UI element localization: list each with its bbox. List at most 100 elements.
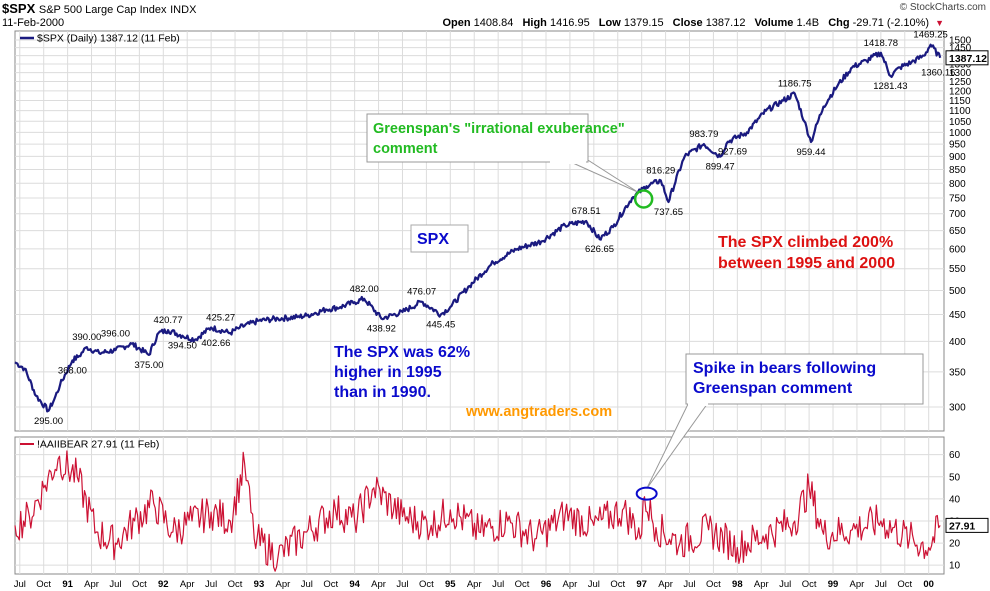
x-tick-label: Jul xyxy=(14,579,26,590)
ohlc-label-chg: Chg xyxy=(828,17,853,29)
price-y-tick-label: 650 xyxy=(949,226,966,237)
x-tick-label: Apr xyxy=(371,579,386,590)
price-y-tick-label: 700 xyxy=(949,209,966,220)
ohlc-label-low: Low xyxy=(598,17,624,29)
price-y-tick-label: 900 xyxy=(949,152,966,163)
bears-last-value-tag: 27.91 xyxy=(949,520,975,532)
price-y-tick-label: 750 xyxy=(949,194,966,205)
x-tick-label: Jul xyxy=(875,579,887,590)
ohlc-value-close: 1387.12 xyxy=(705,17,749,29)
price-point-label: 420.77 xyxy=(154,315,183,326)
price-point-label: 737.65 xyxy=(654,207,683,218)
price-y-tick-label: 300 xyxy=(949,402,966,413)
ohlc-value-chg: -29.71 (-2.10%) xyxy=(852,17,930,29)
price-point-label: 983.79 xyxy=(689,129,718,140)
price-point-label: 1469.25 xyxy=(913,30,947,41)
price-point-label: 1281.43 xyxy=(873,81,907,92)
x-tick-label: Oct xyxy=(802,579,817,590)
price-point-label: 1418.78 xyxy=(864,38,898,49)
x-tick-label: 95 xyxy=(445,579,456,590)
x-tick-label: Apr xyxy=(658,579,673,590)
bears-y-tick-label: 50 xyxy=(949,472,961,483)
price-point-label: 394.50 xyxy=(168,341,197,352)
x-tick-label: 98 xyxy=(732,579,743,590)
price-point-label: 295.00 xyxy=(34,416,63,427)
x-tick-label: Oct xyxy=(706,579,721,590)
price-point-label: 959.44 xyxy=(796,147,825,158)
price-y-tick-label: 400 xyxy=(949,337,966,348)
price-y-tick-label: 500 xyxy=(949,286,966,297)
price-point-label: 1186.75 xyxy=(778,79,812,90)
bears-y-tick-label: 60 xyxy=(949,450,961,461)
x-tick-label: Jul xyxy=(683,579,695,590)
price-point-label: 402.66 xyxy=(201,338,230,349)
spike-callout-gap xyxy=(688,402,708,406)
x-tick-label: Oct xyxy=(323,579,338,590)
x-tick-label: Jul xyxy=(396,579,408,590)
ohlc-label-volume: Volume xyxy=(754,17,797,29)
ohlc-value-open: 1408.84 xyxy=(473,17,517,29)
price-point-label: 626.65 xyxy=(585,244,614,255)
price-y-tick-label: 1050 xyxy=(949,117,972,128)
x-tick-label: Oct xyxy=(610,579,625,590)
bears-y-tick-label: 10 xyxy=(949,561,961,572)
price-y-tick-label: 1450 xyxy=(949,43,972,54)
price-y-tick-label: 800 xyxy=(949,179,966,190)
price-point-label: 927.69 xyxy=(718,147,747,158)
x-tick-label: Oct xyxy=(228,579,243,590)
price-point-label: 899.47 xyxy=(706,162,735,173)
price-y-tick-label: 1200 xyxy=(949,86,972,97)
spike-callout-box xyxy=(685,353,924,405)
price-point-label: 390.00 xyxy=(72,332,101,343)
x-tick-label: Jul xyxy=(109,579,121,590)
bears-legend-label: !AAIIBEAR 27.91 (11 Feb) xyxy=(37,439,159,451)
price-point-label: 438.92 xyxy=(367,324,396,335)
greenspan-callout-box xyxy=(366,113,589,163)
x-tick-label: Jul xyxy=(779,579,791,590)
price-point-label: 816.29 xyxy=(646,165,675,176)
aaii-bears-line xyxy=(14,450,941,572)
chart-symbol-line: $SPX S&P 500 Large Cap Index INDX xyxy=(2,1,196,16)
price-last-value-tag: 1387.12 xyxy=(949,53,987,65)
price-point-label: 445.45 xyxy=(426,320,455,331)
price-last-value-tag-box xyxy=(945,50,989,66)
price-y-tick-label: 550 xyxy=(949,264,966,275)
x-tick-label: 96 xyxy=(541,579,552,590)
x-tick-label: 92 xyxy=(158,579,169,590)
annotation-layer: Greenspan's "irrational exuberance" comme… xyxy=(334,113,924,501)
spike-callout-text: Spike in bears following Greenspan commen… xyxy=(693,360,876,397)
stockcharts-brand: © StockCharts.com xyxy=(899,2,986,13)
price-point-label: 1360.16 xyxy=(921,67,955,78)
x-tick-label: Apr xyxy=(563,579,578,590)
price-y-tick-label: 1150 xyxy=(949,96,971,107)
price-y-tick-label: 1100 xyxy=(949,106,971,117)
ohlc-label-close: Close xyxy=(672,17,706,29)
x-tick-label: Oct xyxy=(515,579,530,590)
x-tick-label: Apr xyxy=(467,579,482,590)
x-tick-label: Oct xyxy=(897,579,912,590)
ohlc-label-open: Open xyxy=(442,17,474,29)
x-tick-label: Jul xyxy=(588,579,600,590)
price-point-label: 396.00 xyxy=(101,329,130,340)
spx-62-percent-text: The SPX was 62% higher in 1995 than in 199… xyxy=(334,344,470,401)
ohlc-summary: Open 1408.84 High 1416.95 Low 1379.15 Cl… xyxy=(442,17,944,29)
chart-exchange: INDX xyxy=(170,4,197,16)
price-y-tick-label: 1250 xyxy=(949,77,972,88)
bears-y-tick-label: 40 xyxy=(949,494,961,505)
price-y-tick-label: 1500 xyxy=(949,35,972,46)
price-y-tick-label: 450 xyxy=(949,310,966,321)
chart-symbol: $SPX xyxy=(2,1,36,16)
greenspan-callout-text: Greenspan's "irrational exuberance" comme… xyxy=(373,121,625,157)
price-legend-label: $SPX (Daily) 1387.12 (11 Feb) xyxy=(37,33,180,45)
x-tick-label: 91 xyxy=(62,579,73,590)
greenspan-highlight-circle xyxy=(633,189,654,209)
x-tick-label: Jul xyxy=(301,579,313,590)
x-tick-label: 00 xyxy=(923,579,934,590)
price-y-tick-label: 600 xyxy=(949,244,966,255)
spx-label-box xyxy=(410,224,469,253)
price-y-tick-label: 850 xyxy=(949,165,966,176)
x-tick-label: Apr xyxy=(275,579,290,590)
ohlc-value-volume: 1.4B xyxy=(796,17,823,29)
bears-last-value-tag-box xyxy=(945,517,989,533)
change-arrow-icon: ▼ xyxy=(935,18,944,28)
